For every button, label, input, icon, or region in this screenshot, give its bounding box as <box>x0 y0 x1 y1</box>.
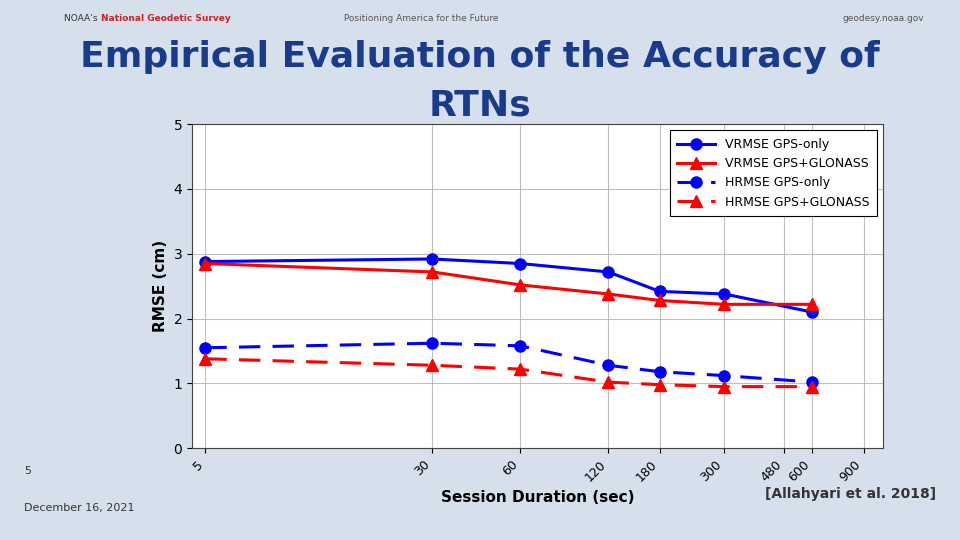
Line: HRMSE GPS+GLONASS: HRMSE GPS+GLONASS <box>199 353 819 393</box>
Text: National Geodetic Survey: National Geodetic Survey <box>101 15 230 23</box>
VRMSE GPS-only <box>515 260 526 267</box>
VRMSE GPS+GLONASS <box>654 297 665 303</box>
Text: geodesy.noaa.gov: geodesy.noaa.gov <box>842 15 924 23</box>
HRMSE GPS+GLONASS <box>719 383 731 390</box>
VRMSE GPS+GLONASS <box>806 301 818 308</box>
HRMSE GPS-only <box>806 379 818 386</box>
VRMSE GPS+GLONASS <box>515 282 526 288</box>
Line: VRMSE GPS+GLONASS: VRMSE GPS+GLONASS <box>199 257 819 310</box>
HRMSE GPS-only <box>427 340 439 347</box>
Line: VRMSE GPS-only: VRMSE GPS-only <box>200 253 818 318</box>
HRMSE GPS-only <box>515 342 526 349</box>
VRMSE GPS+GLONASS <box>427 269 439 275</box>
HRMSE GPS+GLONASS <box>515 366 526 373</box>
Text: December 16, 2021: December 16, 2021 <box>24 503 134 513</box>
HRMSE GPS+GLONASS <box>654 381 665 388</box>
HRMSE GPS+GLONASS <box>427 362 439 368</box>
VRMSE GPS-only <box>806 309 818 315</box>
HRMSE GPS-only <box>719 373 731 379</box>
Text: Empirical Evaluation of the Accuracy of: Empirical Evaluation of the Accuracy of <box>80 39 880 73</box>
Text: 5: 5 <box>24 466 31 476</box>
Text: RTNs: RTNs <box>428 89 532 123</box>
VRMSE GPS-only <box>427 256 439 262</box>
HRMSE GPS-only <box>603 362 614 368</box>
VRMSE GPS+GLONASS <box>200 260 211 267</box>
VRMSE GPS-only <box>719 291 731 297</box>
HRMSE GPS+GLONASS <box>806 383 818 390</box>
VRMSE GPS+GLONASS <box>719 301 731 308</box>
HRMSE GPS+GLONASS <box>603 379 614 386</box>
Y-axis label: RMSE (cm): RMSE (cm) <box>153 240 168 332</box>
X-axis label: Session Duration (sec): Session Duration (sec) <box>441 490 635 504</box>
VRMSE GPS-only <box>200 258 211 265</box>
Text: [Allahyari et al. 2018]: [Allahyari et al. 2018] <box>765 487 936 501</box>
VRMSE GPS-only <box>654 288 665 295</box>
Legend: VRMSE GPS-only, VRMSE GPS+GLONASS, HRMSE GPS-only, HRMSE GPS+GLONASS: VRMSE GPS-only, VRMSE GPS+GLONASS, HRMSE… <box>670 131 876 216</box>
HRMSE GPS-only <box>200 345 211 351</box>
HRMSE GPS-only <box>654 368 665 375</box>
VRMSE GPS+GLONASS <box>603 291 614 297</box>
HRMSE GPS+GLONASS <box>200 355 211 362</box>
Line: HRMSE GPS-only: HRMSE GPS-only <box>200 338 818 388</box>
VRMSE GPS-only <box>603 269 614 275</box>
Text: NOAA’s: NOAA’s <box>64 15 101 23</box>
Text: Positioning America for the Future: Positioning America for the Future <box>341 15 498 23</box>
